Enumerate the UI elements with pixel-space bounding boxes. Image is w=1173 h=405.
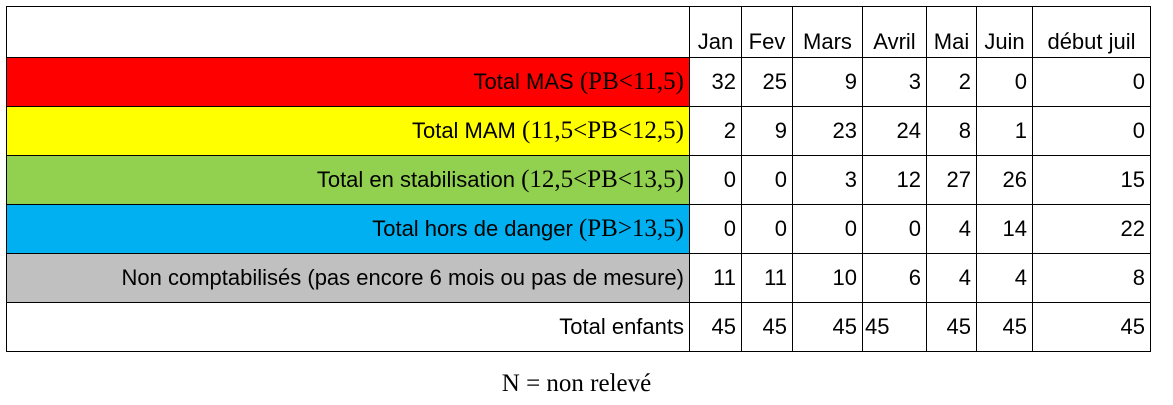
value-cell: 22 <box>1032 204 1151 254</box>
value-cell: 24 <box>862 106 927 156</box>
value-cell: 4 <box>926 204 977 254</box>
value-cell: 0 <box>741 204 793 254</box>
value-cell: 11 <box>741 253 793 303</box>
value-cell: 0 <box>689 204 742 254</box>
value-cell: 45 <box>1032 302 1151 352</box>
value-cell: 9 <box>792 57 863 107</box>
table-row: Total enfants 45 45 45 45 45 45 45 <box>6 302 1151 352</box>
value-cell: 45 <box>792 302 863 352</box>
corner-cell <box>6 6 690 58</box>
value-cell: 8 <box>1032 253 1151 303</box>
value-cell: 0 <box>689 155 742 205</box>
footnote-text: N = non relevé <box>501 370 652 397</box>
table-row: Non comptabilisés (pas encore 6 mois ou … <box>6 253 1151 303</box>
column-header: début juil <box>1032 6 1151 58</box>
value-cell: 32 <box>689 57 742 107</box>
value-cell: 15 <box>1032 155 1151 205</box>
value-cell: 0 <box>1032 57 1151 107</box>
value-cell: 27 <box>926 155 977 205</box>
value-cell: 3 <box>792 155 863 205</box>
row-label: Total hors de danger (PB>13,5) <box>6 204 690 254</box>
row-label: Total MAS (PB<11,5) <box>6 57 690 107</box>
row-label-text: Total MAM <box>411 118 522 143</box>
value-cell: 2 <box>926 57 977 107</box>
value-cell: 4 <box>926 253 977 303</box>
row-label-text: Total MAS <box>473 69 580 94</box>
column-header: Juin <box>976 6 1033 58</box>
row-label: Total en stabilisation (12,5<PB<13,5) <box>6 155 690 205</box>
row-range-text: (PB>13,5) <box>578 215 684 242</box>
column-header: Mars <box>792 6 863 58</box>
table-row: Total MAS (PB<11,5) 32 25 9 3 2 0 0 <box>6 57 1151 107</box>
value-cell: 45 <box>741 302 793 352</box>
value-cell: 0 <box>976 57 1033 107</box>
value-cell: 3 <box>862 57 927 107</box>
value-cell: 0 <box>741 155 793 205</box>
header-row: Jan Fev Mars Avril Mai Juin début juil <box>6 6 1151 58</box>
row-label: Total enfants <box>6 302 690 352</box>
value-cell: 14 <box>976 204 1033 254</box>
column-header: Fev <box>741 6 793 58</box>
value-cell: 12 <box>862 155 927 205</box>
value-cell: 6 <box>862 253 927 303</box>
value-cell: 0 <box>862 204 927 254</box>
table-row: Total en stabilisation (12,5<PB<13,5) 0 0 3… <box>6 155 1151 205</box>
value-cell: 0 <box>1032 106 1151 156</box>
row-label-text: Total enfants <box>559 314 684 339</box>
row-label-text: Non comptabilisés (pas encore 6 mois ou … <box>121 265 685 290</box>
value-cell: 45 <box>926 302 977 352</box>
row-range-text: (12,5<PB<13,5) <box>521 166 684 193</box>
value-cell: 11 <box>689 253 742 303</box>
table-row: Total MAM (11,5<PB<12,5) 2 9 23 24 8 1 0 <box>6 106 1151 156</box>
row-range-text: (11,5<PB<12,5) <box>522 117 684 144</box>
value-cell: 2 <box>689 106 742 156</box>
value-cell: 45 <box>862 302 927 352</box>
value-cell: 25 <box>741 57 793 107</box>
value-cell: 1 <box>976 106 1033 156</box>
footnote: N = non relevé <box>0 370 1173 398</box>
row-range-text: (PB<11,5) <box>579 68 684 95</box>
value-cell: 8 <box>926 106 977 156</box>
column-header: Avril <box>862 6 927 58</box>
value-cell: 9 <box>741 106 793 156</box>
value-cell: 23 <box>792 106 863 156</box>
table-row: Total hors de danger (PB>13,5) 0 0 0 0 4 14 22 <box>6 204 1151 254</box>
row-label: Non comptabilisés (pas encore 6 mois ou … <box>6 253 690 303</box>
value-cell: 10 <box>792 253 863 303</box>
column-header: Jan <box>689 6 742 58</box>
value-cell: 45 <box>976 302 1033 352</box>
value-cell: 4 <box>976 253 1033 303</box>
value-cell: 0 <box>792 204 863 254</box>
table-body: Total MAS (PB<11,5) 32 25 9 3 2 0 0 Total MAM (1… <box>6 57 1151 352</box>
value-cell: 45 <box>689 302 742 352</box>
column-header: Mai <box>926 6 977 58</box>
data-table: Jan Fev Mars Avril Mai Juin début juil T… <box>6 6 1151 352</box>
row-label-text: Total en stabilisation <box>316 167 522 192</box>
row-label: Total MAM (11,5<PB<12,5) <box>6 106 690 156</box>
row-label-text: Total hors de danger <box>372 216 579 241</box>
value-cell: 26 <box>976 155 1033 205</box>
